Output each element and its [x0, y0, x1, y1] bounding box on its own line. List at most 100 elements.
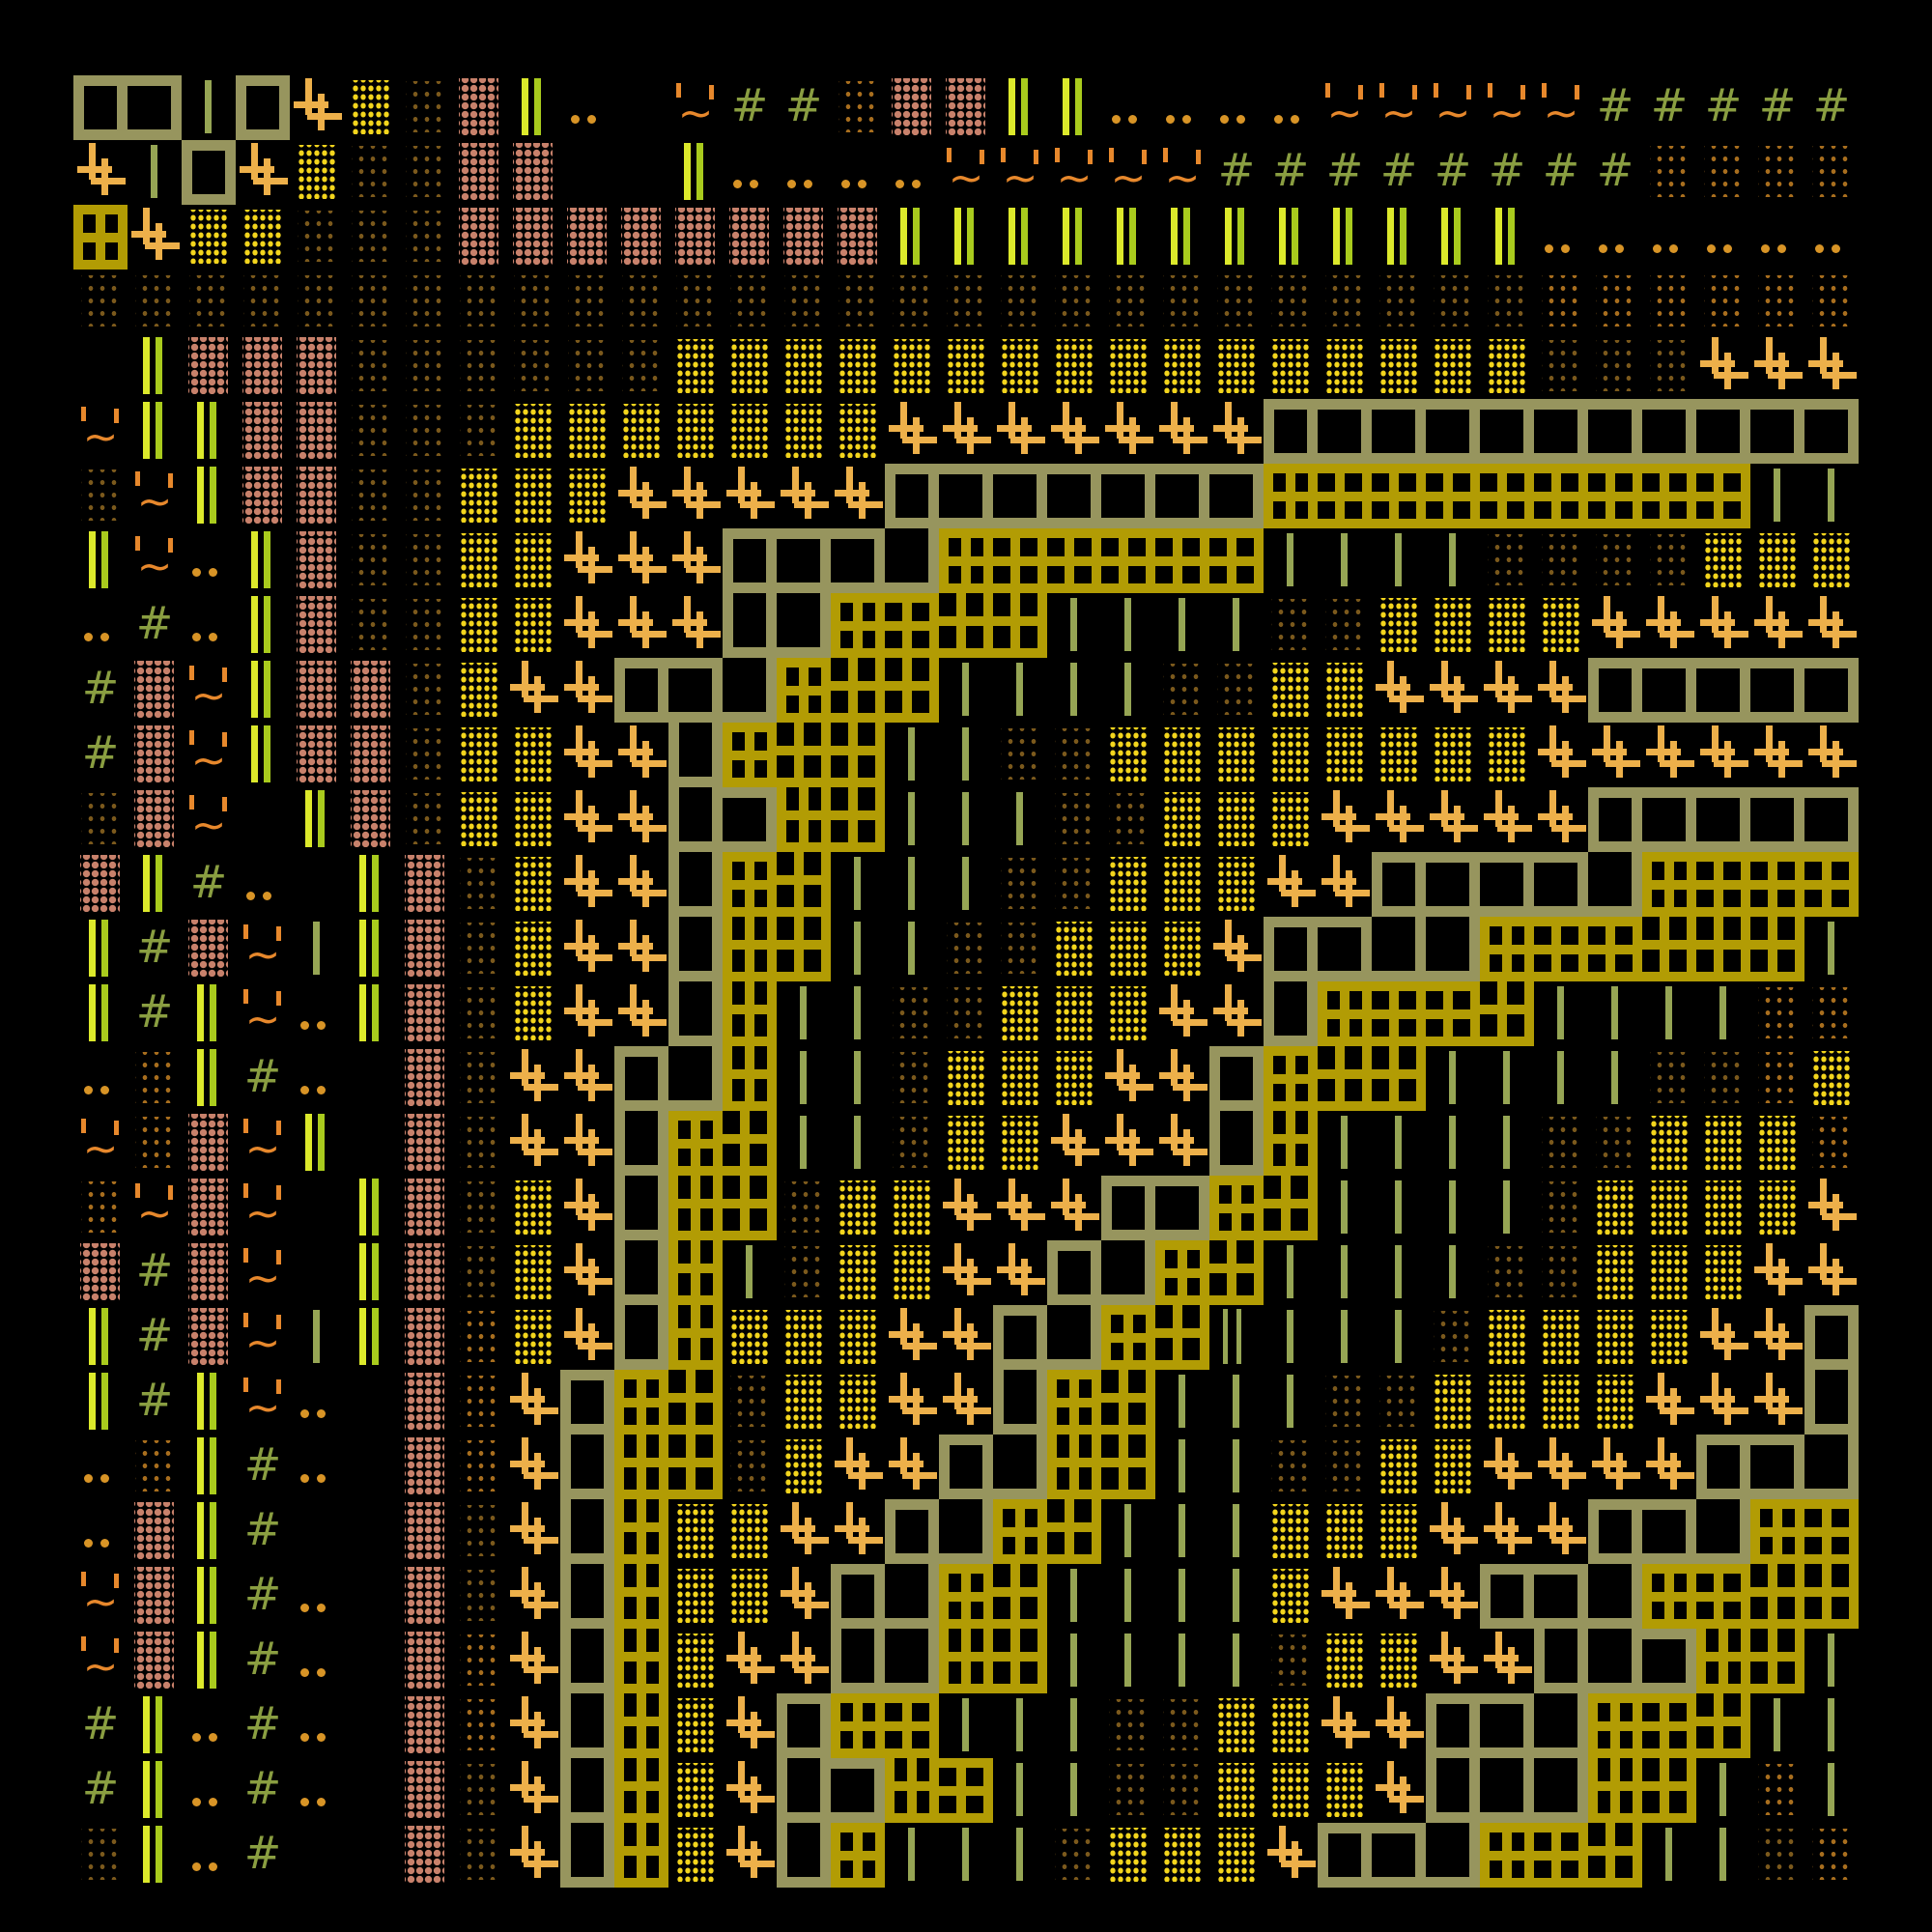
glyph-yellow-dot-block	[939, 334, 993, 399]
glyph-single-bar	[1047, 658, 1101, 723]
glyph-mustard-window	[1264, 1176, 1318, 1240]
glyph-single-bar	[1372, 1111, 1426, 1176]
glyph-double-cross	[614, 593, 668, 658]
glyph-orange-dot-block	[1696, 270, 1750, 334]
glyph-orange-dot-block	[1750, 270, 1804, 334]
glyph-yellow-dot-block	[831, 1370, 885, 1435]
glyph-orange-dot-block	[452, 1629, 506, 1693]
glyph-mustard-window	[831, 658, 885, 723]
glyph-single-bar	[993, 1823, 1047, 1888]
glyph-double-cross	[1426, 1629, 1480, 1693]
glyph-salmon-dot-block	[182, 334, 236, 399]
glyph-yellow-dot-block	[290, 140, 344, 205]
glyph-quote-tilde: ~	[73, 1629, 128, 1693]
glyph-double-cross	[1318, 852, 1372, 917]
glyph-mustard-window	[1588, 917, 1642, 981]
glyph-mustard-window	[939, 1629, 993, 1693]
glyph-single-bar	[1101, 593, 1155, 658]
glyph-hash: #	[81, 726, 120, 779]
glyph-single-bar	[723, 1240, 777, 1305]
glyph-mustard-window	[831, 1693, 885, 1758]
glyph-salmon-dot-block	[182, 917, 236, 981]
glyph-mustard-window	[1155, 1305, 1209, 1370]
glyph-brown-dot-block	[1534, 528, 1588, 593]
glyph-olive-frame	[993, 1370, 1047, 1435]
glyph-brown-dot-block	[1264, 1629, 1318, 1693]
glyph-brown-dot-block	[723, 1435, 777, 1499]
glyph-olive-frame	[777, 593, 831, 658]
glyph-single-bar	[885, 723, 939, 787]
glyph-double-cross	[668, 464, 723, 528]
glyph-mustard-window	[1642, 1693, 1696, 1758]
glyph-double-cross	[668, 593, 723, 658]
glyph-yellow-dot-block	[1588, 1176, 1642, 1240]
glyph-yellow-dot-block	[1642, 1305, 1696, 1370]
glyph-double-cross	[560, 528, 614, 593]
glyph-mustard-window	[1804, 1564, 1859, 1629]
glyph-yellow-dot-block	[1047, 1046, 1101, 1111]
glyph-dot-pair	[290, 1629, 344, 1693]
glyph-quote-tilde: ~	[182, 723, 236, 787]
glyph-olive-frame	[1480, 852, 1534, 917]
glyph-mustard-window	[885, 1693, 939, 1758]
glyph-double-cross	[885, 1305, 939, 1370]
glyph-dot-pair	[1101, 75, 1155, 140]
glyph-brown-dot-block	[452, 852, 506, 917]
glyph-single-bar	[831, 981, 885, 1046]
glyph-brown-dot-block	[452, 1823, 506, 1888]
glyph-salmon-dot-block	[73, 852, 128, 917]
glyph-mustard-window	[939, 1564, 993, 1629]
glyph-yellow-dot-block	[1101, 981, 1155, 1046]
glyph-brown-dot-block	[1264, 1435, 1318, 1499]
glyph-yellow-dot-block	[777, 1305, 831, 1370]
glyph-double-cross	[939, 1305, 993, 1370]
glyph-yellow-dot-block	[452, 723, 506, 787]
glyph-single-bar	[1372, 1240, 1426, 1305]
glyph-olive-frame	[777, 528, 831, 593]
glyph-olive-frame	[1642, 399, 1696, 464]
glyph-brown-dot-block	[668, 270, 723, 334]
glyph-single-bar	[1642, 1823, 1696, 1888]
glyph-mustard-window	[1696, 1629, 1750, 1693]
glyph-olive-frame	[1588, 852, 1642, 917]
glyph-salmon-dot-block	[614, 205, 668, 270]
glyph-yellow-dot-block	[1209, 1693, 1264, 1758]
glyph-yellow-dot-block	[1480, 593, 1534, 658]
glyph-double-bars	[182, 981, 236, 1046]
glyph-brown-dot-block	[398, 334, 452, 399]
glyph-single-bar	[1047, 1564, 1101, 1629]
glyph-orange-dot-block	[1588, 270, 1642, 334]
glyph-dot-pair	[182, 1693, 236, 1758]
glyph-olive-frame	[1426, 1823, 1480, 1888]
glyph-yellow-dot-block	[1804, 528, 1859, 593]
glyph-single-bar	[1155, 1629, 1209, 1693]
glyph-salmon-dot-block	[398, 1564, 452, 1629]
glyph-yellow-dot-block	[506, 1176, 560, 1240]
glyph-mustard-window	[1696, 1693, 1750, 1758]
glyph-olive-frame	[1101, 1176, 1155, 1240]
glyph-yellow-dot-block	[1642, 1176, 1696, 1240]
glyph-double-bars	[668, 140, 723, 205]
glyph-salmon-dot-block	[236, 399, 290, 464]
glyph-double-cross	[885, 1370, 939, 1435]
glyph-brown-dot-block	[939, 270, 993, 334]
glyph-mustard-window	[668, 1435, 723, 1499]
glyph-double-bars	[344, 852, 398, 917]
glyph-double-cross	[290, 75, 344, 140]
glyph-brown-dot-block	[831, 270, 885, 334]
glyph-mustard-window	[1750, 1564, 1804, 1629]
glyph-olive-frame	[1534, 1758, 1588, 1823]
glyph-single-bar	[1534, 1046, 1588, 1111]
glyph-mustard-window	[885, 593, 939, 658]
glyph-olive-frame	[723, 658, 777, 723]
glyph-hash: #	[81, 1762, 120, 1814]
glyph-mustard-window	[1209, 1240, 1264, 1305]
glyph-single-bar	[1318, 1305, 1372, 1370]
glyph-double-cross	[614, 528, 668, 593]
glyph-brown-dot-block	[614, 270, 668, 334]
glyph-yellow-dot-block	[723, 399, 777, 464]
glyph-olive-frame	[1047, 464, 1101, 528]
glyph-quote-tilde: ~	[128, 464, 182, 528]
glyph-olive-frame	[1534, 1629, 1588, 1693]
glyph-hash: #	[81, 662, 120, 714]
